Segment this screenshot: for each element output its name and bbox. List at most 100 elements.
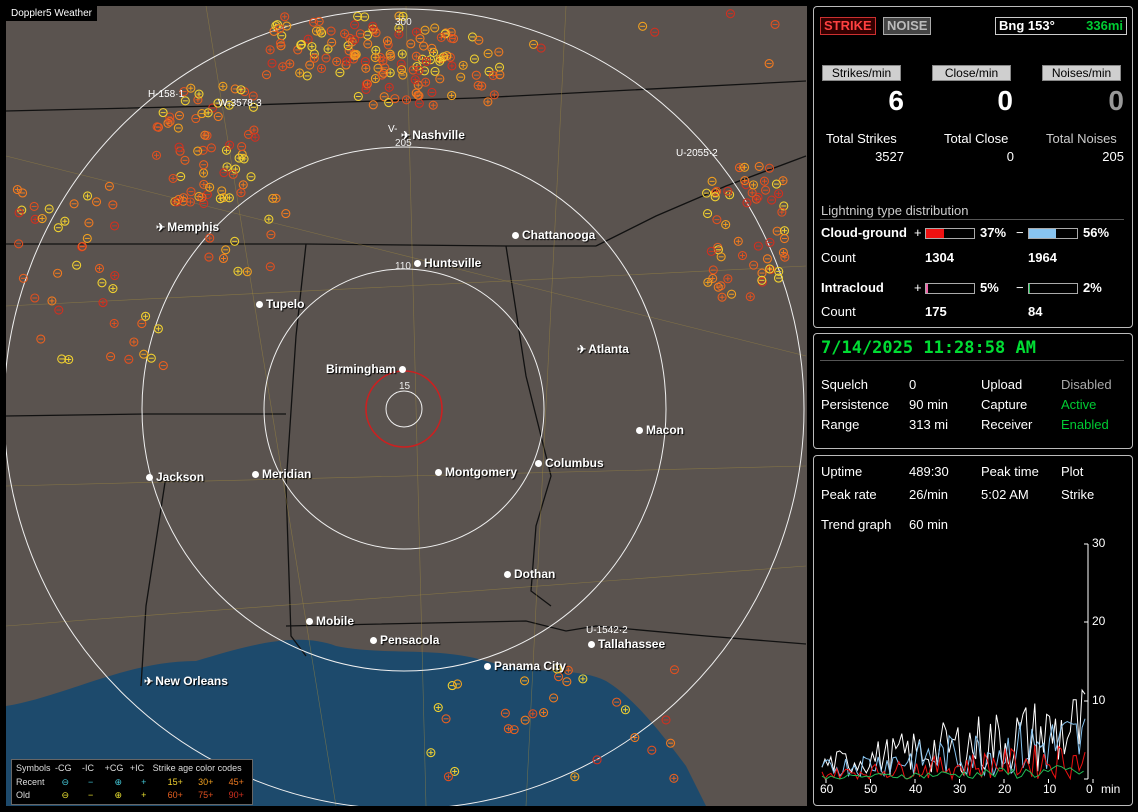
strike-marker-icon [350,20,360,30]
strike-marker-icon [168,173,178,183]
trend-x-tick: 60 [820,782,834,796]
strike-marker-icon [669,665,680,675]
strike-marker-icon [97,278,107,288]
strike-marker-icon [139,349,149,359]
strike-marker-icon [47,296,57,306]
trend-graph-label: Trend graph [821,517,892,532]
strike-marker-icon [578,674,588,684]
strike-marker-icon [779,233,789,244]
strike-marker-icon [224,193,234,203]
noises-per-min-header: Noises/min [1042,65,1121,81]
strike-marker-icon [332,56,342,67]
strike-marker-icon [153,324,163,334]
strike-marker-icon [386,51,396,61]
city-dot-icon [484,663,491,671]
strike-marker-icon [725,9,735,19]
strike-marker-icon [275,38,286,48]
plus-sign: + [914,280,922,295]
strike-marker-icon [108,284,118,294]
strike-marker-icon [384,82,394,92]
strike-marker-icon [30,293,40,303]
strike-marker-icon [199,160,209,170]
city-dot-icon [370,637,377,645]
total-close-value: 0 [1006,149,1014,164]
uptime-value: 489:30 [909,464,949,479]
strike-marker-icon [158,108,168,118]
strike-marker-icon [742,198,752,208]
strike-marker-icon [414,65,424,75]
city-tallahassee: Tallahassee [588,637,665,651]
city-tupelo: Tupelo [256,297,304,311]
strike-marker-icon [426,748,436,758]
strike-marker-icon [213,111,223,122]
strike-marker-icon [612,697,622,707]
uptime-label: Uptime [821,464,863,479]
lightning-map[interactable]: Doppler5 Weather 300 205 110 15 H-158·1 … [6,6,807,806]
total-close-label: Total Close [944,131,1009,146]
strike-marker-icon [108,200,118,210]
strike-button[interactable]: STRIKE [820,17,876,35]
strike-marker-icon [446,27,456,37]
plot-value[interactable]: Strike [1061,487,1095,502]
strike-marker-icon [152,122,162,132]
strike-marker-icon [552,664,562,674]
plus-cg-icon: ⊕ [114,790,123,800]
ic-neg-bar-fill [1029,284,1030,293]
strike-marker-icon [350,50,360,60]
minus-ic-icon: − [88,777,94,787]
strike-marker-icon [60,216,70,226]
strike-marker-icon [326,26,336,36]
strike-marker-icon [759,176,769,186]
city-memphis: ✈ Memphis [156,220,220,234]
strike-marker-icon [592,755,602,765]
strike-marker-icon [197,109,207,119]
minus-sign: − [1016,280,1024,295]
trend-x-unit: min [1101,782,1121,796]
status-panel: 7/14/2025 11:28:58 AM Squelch 0 Persiste… [813,333,1133,449]
strike-marker-icon [98,298,108,308]
strike-marker-icon [471,70,481,80]
plus-ic-icon: + [141,790,147,800]
highway-line [525,6,567,806]
highway-line [405,6,427,806]
strike-marker-icon [158,361,168,371]
strike-marker-icon [218,81,228,91]
strike-marker-icon [305,60,315,70]
strike-marker-icon [716,252,726,262]
strike-marker-icon [233,266,243,276]
city-dot-icon [399,366,407,374]
strike-marker-icon [265,45,275,55]
strike-marker-icon [745,292,755,302]
strike-marker-icon [772,226,782,236]
strike-marker-icon [350,35,360,45]
strike-marker-icon [494,47,504,57]
strike-marker-icon [53,223,63,233]
strike-marker-icon [199,198,209,209]
airport-icon: ✈ [156,222,166,234]
plus-cg-icon: ⊕ [114,777,123,787]
map-canvas [6,6,807,806]
total-strikes-label: Total Strikes [826,131,897,146]
strike-marker-icon [230,236,240,246]
strike-marker-icon [274,24,285,34]
strike-marker-icon [563,665,573,675]
strike-marker-icon [302,71,312,81]
strike-marker-icon [317,28,327,38]
strike-marker-icon [450,766,460,776]
strike-marker-icon [702,188,712,198]
cg-neg-bar-fill [1029,229,1056,238]
strike-marker-icon [666,738,676,748]
highway-line [205,6,337,806]
strike-marker-icon [185,197,195,207]
strike-marker-icon [638,21,648,31]
strike-marker-icon [174,111,185,121]
plus-sign: + [914,225,922,240]
strike-marker-icon [224,100,234,110]
strike-marker-icon [219,168,229,178]
noise-button[interactable]: NOISE [883,17,932,35]
strike-marker-icon [650,27,660,37]
strike-marker-icon [137,319,147,329]
strike-marker-icon [447,681,457,691]
strike-marker-icon [109,318,119,328]
cg-pos-bar [925,228,975,239]
